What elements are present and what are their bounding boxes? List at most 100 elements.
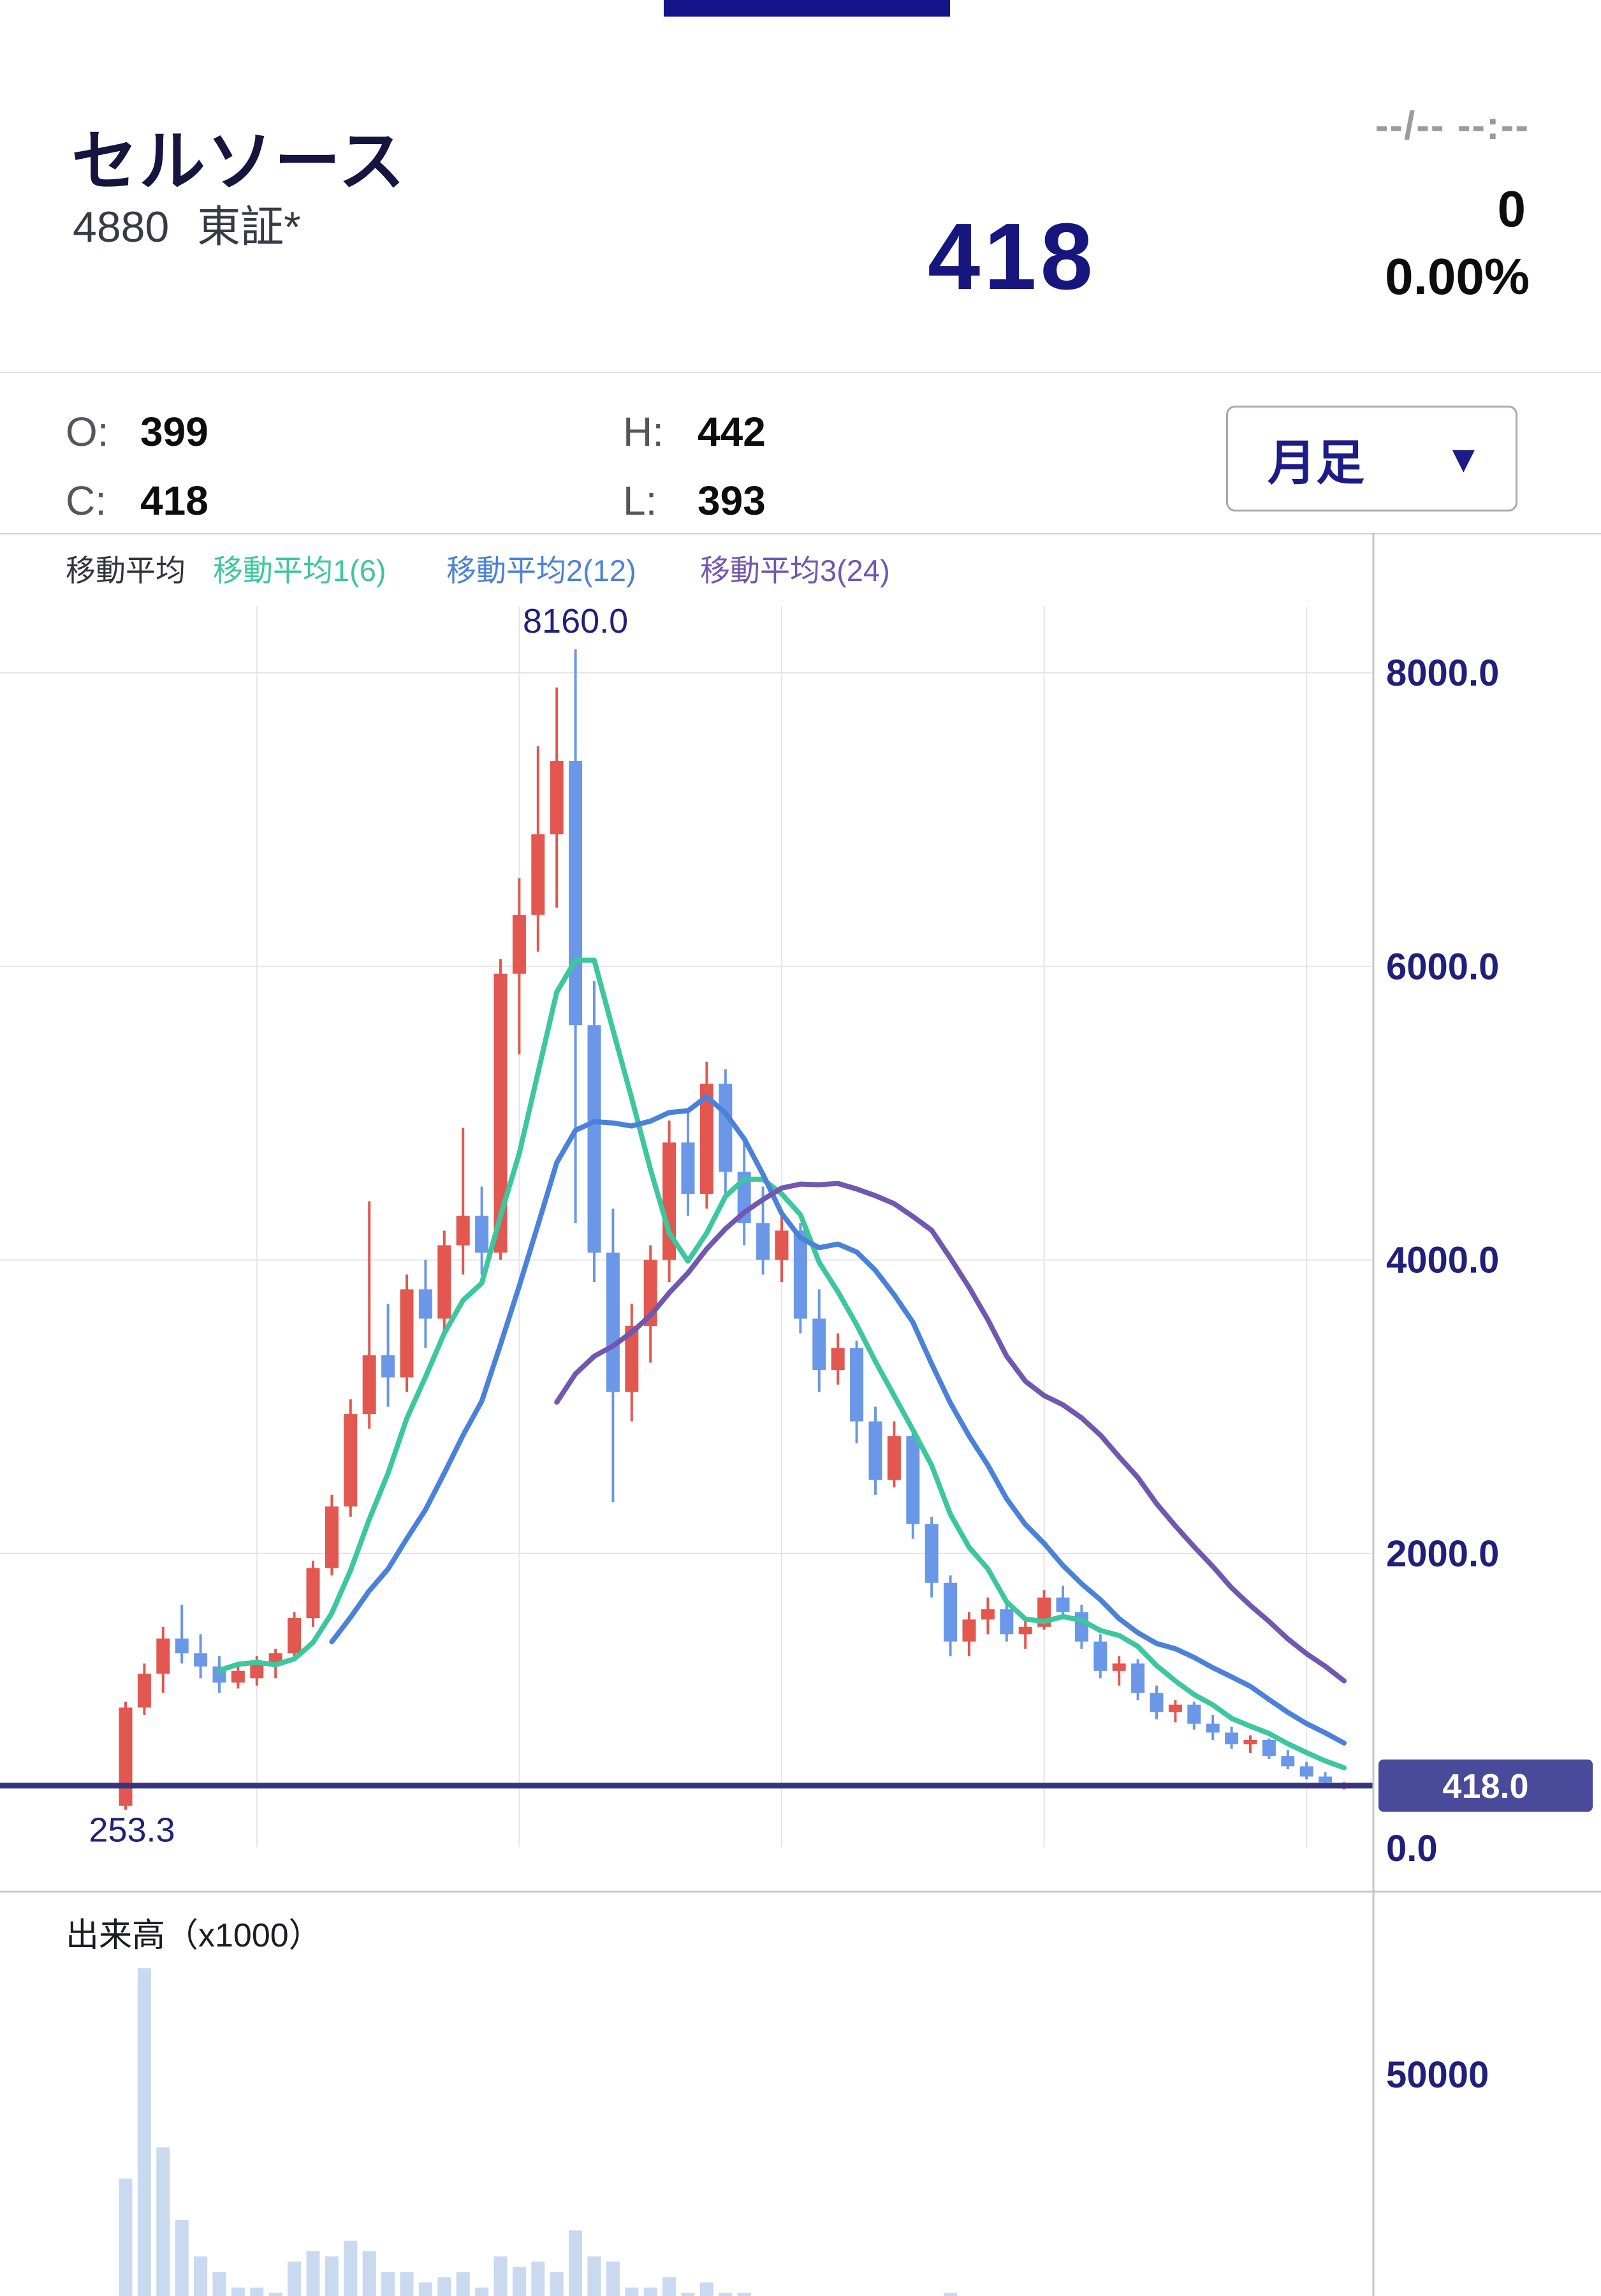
price-volume-chart[interactable]: 8000.0 6000.0 4000.0 2000.0 0.0 50000 418.0 816… (0, 533, 1601, 2296)
ma3-line (554, 1181, 1347, 1684)
candle (756, 1223, 770, 1260)
candle (850, 1348, 864, 1422)
volume-bar (606, 2262, 620, 2296)
candle (775, 1230, 789, 1260)
volume-bar (306, 2251, 320, 2296)
candle (250, 1662, 264, 1679)
candle (699, 1084, 713, 1194)
candle (1018, 1626, 1032, 1635)
stock-name: セルソース (71, 125, 406, 199)
exchange-label: 東証* (197, 203, 301, 251)
volume-bar (212, 2272, 226, 2296)
candle (288, 1618, 302, 1654)
candle (1168, 1704, 1182, 1712)
header-divider (0, 372, 1601, 373)
volume-bar (437, 2277, 451, 2296)
candle (887, 1436, 901, 1480)
candle (456, 1216, 470, 1246)
candle (194, 1653, 208, 1667)
stock-code-row: 4880 東証* (73, 191, 301, 254)
quote-chart-divider (0, 533, 1601, 534)
candle (569, 761, 583, 1026)
y-axis-zero-label: 0.0 (1386, 1828, 1438, 1869)
volume-bar (456, 2272, 470, 2296)
volume-bar (231, 2287, 245, 2296)
volume-bar (625, 2287, 639, 2296)
datetime-placeholder: --/-- --:-- (1375, 104, 1530, 148)
candle (1206, 1723, 1220, 1733)
candle (944, 1582, 958, 1642)
volume-axis-label: 50000 (1386, 2054, 1489, 2096)
volume-bar (137, 1968, 151, 2296)
high-label: H: (623, 409, 664, 455)
candle (1150, 1693, 1164, 1712)
candle (831, 1348, 845, 1371)
volume-bar (344, 2241, 358, 2296)
volume-bar (119, 2178, 133, 2296)
candle (587, 1025, 601, 1253)
candle (137, 1674, 151, 1708)
candle (981, 1609, 995, 1620)
volume-bar (944, 2292, 958, 2296)
candle (793, 1230, 807, 1319)
volume-bar (643, 2287, 657, 2296)
volume-bar (681, 2292, 695, 2296)
volume-bar (512, 2267, 526, 2296)
current-price-tag (1378, 1759, 1593, 1812)
y-axis-label: 6000.0 (1386, 946, 1499, 987)
top-loading-bar (664, 0, 950, 17)
candle (625, 1326, 639, 1392)
volume-bar (325, 2256, 339, 2296)
candle (362, 1355, 376, 1415)
current-price: 418 (928, 204, 1097, 309)
volume-bar (362, 2251, 376, 2296)
volume-bar (719, 2292, 733, 2296)
volume-bar (699, 2282, 713, 2296)
candle (1281, 1756, 1295, 1767)
candle (344, 1414, 358, 1507)
legend-ma2: 移動平均2(12) (446, 554, 636, 587)
volume-title: 出来高（x1000） (66, 1917, 322, 1954)
legend-title: 移動平均 (66, 554, 186, 587)
volume-bar (268, 2292, 282, 2296)
candle (156, 1638, 170, 1674)
volume-bar (475, 2287, 489, 2296)
volume-bar (400, 2272, 414, 2296)
volume-bar (156, 2147, 170, 2296)
volume-bar (418, 2282, 432, 2296)
volume-bar (194, 2256, 208, 2296)
volume-bar (288, 2262, 302, 2296)
candle (606, 1252, 620, 1392)
volume-bar (493, 2256, 508, 2296)
candle (325, 1506, 339, 1568)
timeframe-selector[interactable]: 月足 ▼ (1226, 406, 1517, 511)
candle (1056, 1597, 1070, 1612)
candle (1093, 1641, 1108, 1671)
candle (868, 1421, 882, 1480)
candle (1319, 1776, 1333, 1783)
legend-ma1: 移動平均1(6) (213, 554, 386, 587)
stock-code: 4880 (73, 203, 170, 251)
legend-ma3: 移動平均3(24) (700, 554, 890, 587)
volume-bar (662, 2277, 676, 2296)
ma2-line (329, 1094, 1347, 1746)
candle (1000, 1609, 1014, 1635)
candle (681, 1142, 695, 1194)
candle (512, 915, 526, 974)
y-axis-label: 8000.0 (1386, 652, 1499, 694)
y-axis-label: 2000.0 (1386, 1533, 1499, 1575)
candle (1299, 1766, 1313, 1777)
high-annotation: 8160.0 (523, 602, 628, 640)
candle (925, 1524, 939, 1583)
candle (1187, 1704, 1201, 1724)
candle (1243, 1740, 1257, 1744)
candle (306, 1568, 320, 1619)
candle (475, 1216, 489, 1253)
candle (418, 1289, 432, 1319)
low-label: L: (623, 478, 657, 524)
close-value: 418 (140, 478, 208, 524)
open-value: 399 (140, 409, 208, 455)
ma1-line (217, 957, 1347, 1770)
candle (550, 761, 564, 835)
candle (175, 1638, 189, 1654)
